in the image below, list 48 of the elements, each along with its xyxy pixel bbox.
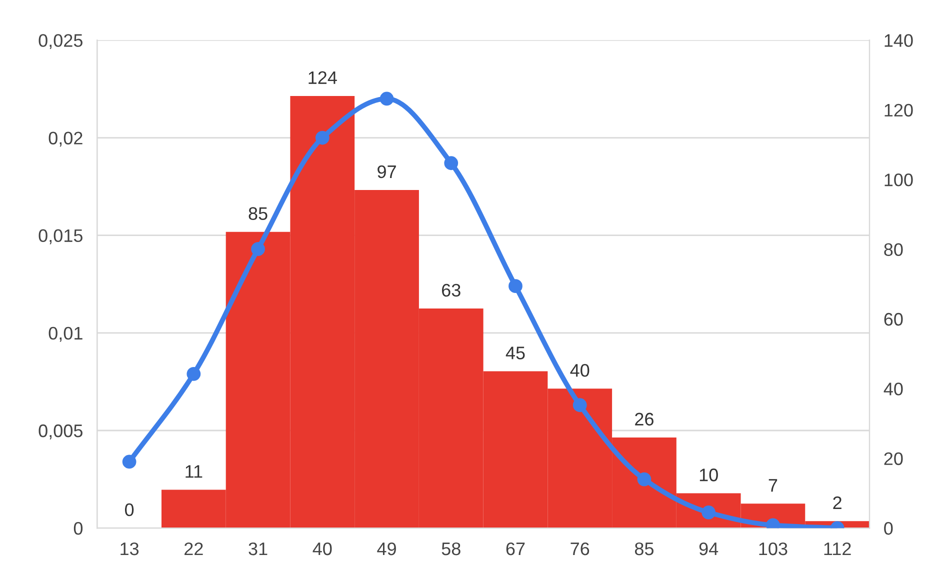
y2-tick-label: 20: [884, 452, 903, 466]
point: [508, 279, 522, 294]
data-label: 40: [570, 364, 590, 377]
y-tick-label: 0,02: [48, 132, 82, 147]
y-tick-label: 0,015: [38, 229, 82, 244]
point: [122, 454, 136, 469]
y2-tick-label: 100: [884, 174, 913, 186]
point: [572, 398, 587, 412]
data-label: 97: [378, 165, 396, 178]
y2-tick-label: 80: [884, 243, 903, 256]
y-tick-label: 0,025: [38, 34, 82, 50]
y2-tick-label: 120: [884, 104, 913, 117]
y2-tick-label: 40: [884, 382, 903, 396]
y-tick-label: 0: [74, 522, 83, 535]
point: [315, 130, 330, 145]
point: [251, 242, 265, 256]
point: [380, 92, 394, 106]
x-tick-label: 31: [248, 542, 268, 556]
x-tick-label: 58: [442, 542, 460, 556]
data-label: 11: [186, 465, 202, 478]
point: [702, 506, 716, 520]
data-label: 85: [248, 207, 268, 220]
x-tick-label: 112: [824, 542, 851, 556]
y2-tick-label: 60: [884, 312, 903, 326]
x-tick-label: 40: [312, 542, 332, 556]
data-label: 45: [506, 346, 525, 360]
y-tick-label: 0,005: [38, 424, 82, 440]
x-tick-label: 94: [699, 542, 718, 556]
x-tick-label: 49: [377, 542, 396, 556]
x-tick-label: 103: [759, 542, 788, 556]
y2-tick-label: 140: [884, 34, 913, 47]
point: [444, 156, 458, 170]
data-label: 124: [308, 71, 337, 84]
point: [186, 366, 201, 381]
x-tick-label: 76: [570, 542, 590, 556]
y-tick-label: 0,01: [48, 326, 82, 342]
data-label: 7: [768, 479, 778, 492]
point: [637, 472, 652, 486]
data-label: 26: [635, 412, 654, 426]
data-label: 63: [442, 284, 460, 297]
x-tick-label: 13: [120, 542, 139, 556]
data-label: 2: [833, 496, 842, 510]
data-label: 10: [700, 468, 718, 482]
y2-tick-label: 0: [884, 522, 893, 535]
x-tick-label: 85: [634, 542, 654, 556]
x-tick-label: 22: [184, 542, 203, 556]
data-label: 0: [124, 503, 134, 516]
x-tick-label: 67: [506, 542, 525, 556]
